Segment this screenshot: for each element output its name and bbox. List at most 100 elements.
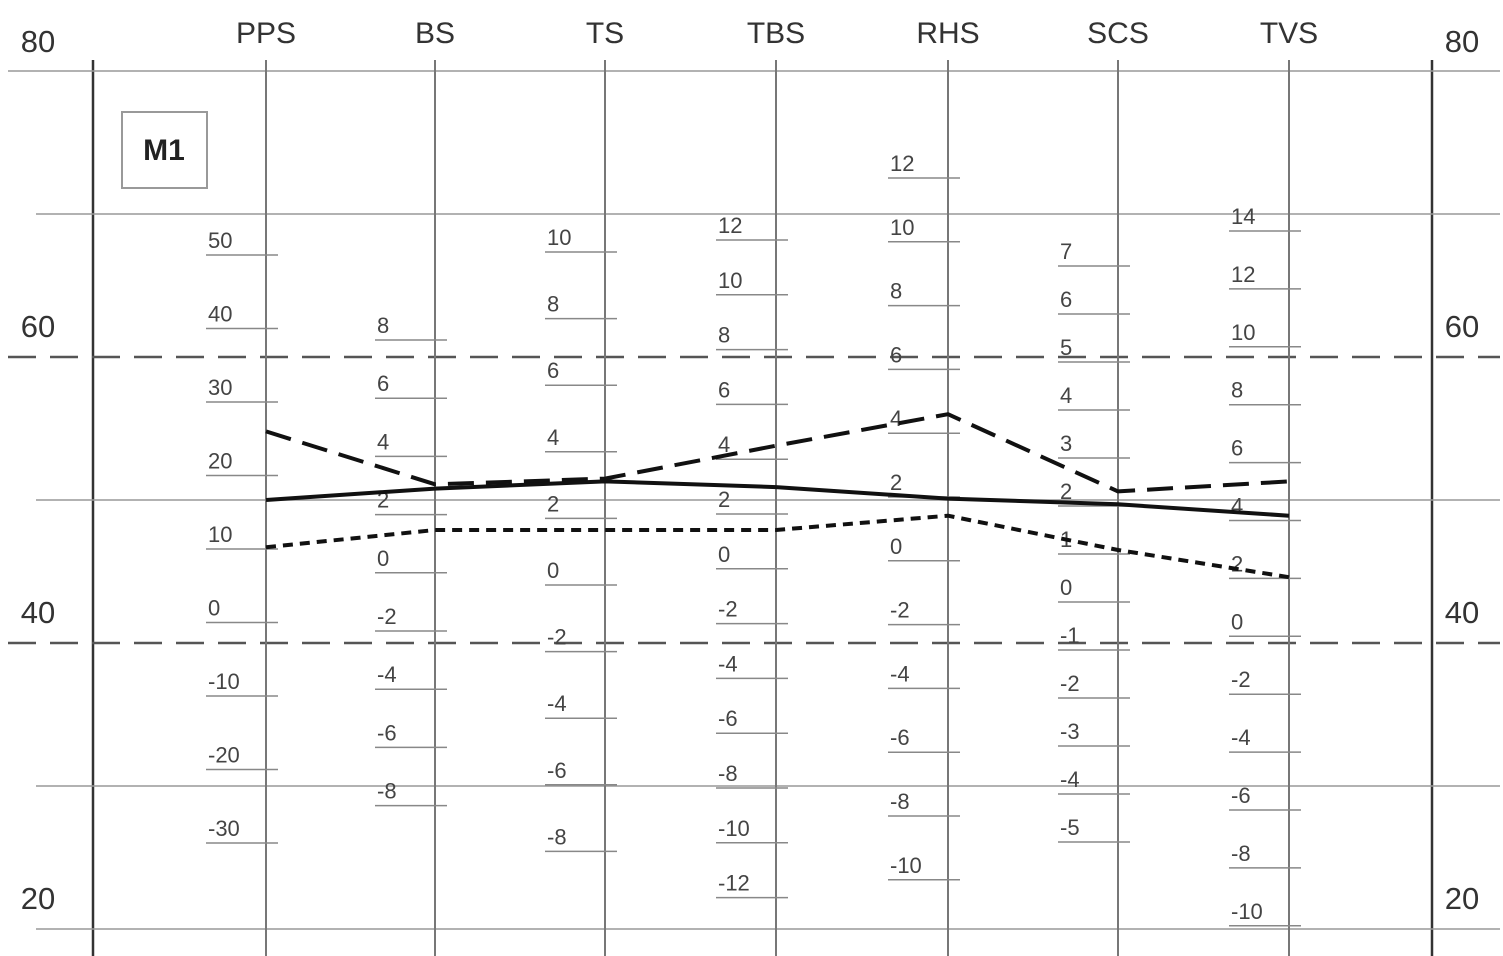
t-label-right-80: 80 bbox=[1445, 24, 1479, 59]
tick-label-pps: 20 bbox=[208, 449, 232, 474]
tick-label-rhs: 2 bbox=[890, 470, 902, 495]
tick-label-scs: 3 bbox=[1060, 431, 1072, 456]
tick-label-pps: 40 bbox=[208, 302, 232, 327]
tick-label-rhs: -4 bbox=[890, 661, 910, 686]
tick-label-bs: 8 bbox=[377, 313, 389, 338]
tick-label-rhs: 10 bbox=[890, 215, 914, 240]
tick-label-tvs: 12 bbox=[1231, 262, 1255, 287]
tick-label-rhs: -10 bbox=[890, 853, 922, 878]
tick-label-rhs: 12 bbox=[890, 151, 914, 176]
series-lines bbox=[265, 412, 1290, 580]
tick-label-rhs: -6 bbox=[890, 725, 910, 750]
tick-label-pps: -10 bbox=[208, 669, 240, 694]
tick-label-tbs: 4 bbox=[718, 432, 730, 457]
tick-label-ts: -4 bbox=[547, 691, 567, 716]
tick-label-bs: -4 bbox=[377, 662, 397, 687]
t-label-left-80: 80 bbox=[21, 24, 55, 59]
tick-label-ts: -6 bbox=[547, 758, 567, 783]
axis-rhs: RHS 12 10 8 6 4 2 0 -2 -4 -6 -8 -10 bbox=[888, 17, 980, 956]
tick-label-rhs: -2 bbox=[890, 598, 910, 623]
tick-label-scs: -2 bbox=[1060, 671, 1080, 696]
tick-label-bs: -2 bbox=[377, 604, 397, 629]
tick-label-tvs: 0 bbox=[1231, 609, 1243, 634]
tick-label-scs: -1 bbox=[1060, 623, 1080, 648]
tick-label-tvs: 4 bbox=[1231, 494, 1243, 519]
axis-title-pps: PPS bbox=[236, 17, 296, 50]
tick-label-ts: 6 bbox=[547, 358, 559, 383]
t-label-right-20: 20 bbox=[1445, 881, 1479, 916]
tick-label-ts: -8 bbox=[547, 824, 567, 849]
tick-label-tvs: 10 bbox=[1231, 320, 1255, 345]
tick-label-pps: 30 bbox=[208, 375, 232, 400]
t-label-right-60: 60 bbox=[1445, 309, 1479, 344]
tick-label-scs: 0 bbox=[1060, 575, 1072, 600]
tick-label-tvs: 14 bbox=[1231, 204, 1255, 229]
tick-label-pps: 10 bbox=[208, 522, 232, 547]
tick-label-tbs: 8 bbox=[718, 323, 730, 348]
tick-label-tvs: -8 bbox=[1231, 841, 1251, 866]
tick-label-tbs: -6 bbox=[718, 706, 738, 731]
tick-label-tbs: 10 bbox=[718, 268, 742, 293]
tick-label-tbs: 12 bbox=[718, 213, 742, 238]
tick-label-scs: -3 bbox=[1060, 719, 1080, 744]
series-line-solid bbox=[265, 479, 1290, 518]
tick-label-pps: 50 bbox=[208, 228, 232, 253]
panel-label-box bbox=[121, 111, 208, 189]
panel-label: M1 bbox=[143, 134, 185, 167]
axis-title-scs: SCS bbox=[1087, 17, 1149, 50]
tick-label-tvs: -6 bbox=[1231, 783, 1251, 808]
t-label-left-60: 60 bbox=[21, 309, 55, 344]
tick-label-ts: -2 bbox=[547, 625, 567, 650]
t-label-right-40: 40 bbox=[1445, 595, 1479, 630]
tick-label-tvs: 6 bbox=[1231, 436, 1243, 461]
axis-title-bs: BS bbox=[415, 17, 455, 50]
axis-pps: PPS 50 40 30 20 10 0 -10 -20 -30 bbox=[206, 17, 296, 956]
tick-label-rhs: 6 bbox=[890, 342, 902, 367]
series-line-dotted bbox=[265, 513, 1290, 580]
tick-label-rhs: 8 bbox=[890, 279, 902, 304]
tick-label-rhs: -8 bbox=[890, 789, 910, 814]
axis-tvs: TVS 14 12 10 8 6 4 2 0 -2 -4 -6 -8 -10 bbox=[1229, 17, 1318, 956]
tick-label-scs: -5 bbox=[1060, 815, 1080, 840]
axis-title-tvs: TVS bbox=[1260, 17, 1318, 50]
tick-label-tbs: 6 bbox=[718, 377, 730, 402]
tick-label-pps: -30 bbox=[208, 816, 240, 841]
tick-label-bs: 4 bbox=[377, 429, 389, 454]
axis-title-tbs: TBS bbox=[747, 17, 805, 50]
tick-label-tvs: -2 bbox=[1231, 667, 1251, 692]
tick-label-bs: 0 bbox=[377, 546, 389, 571]
tick-label-scs: 5 bbox=[1060, 335, 1072, 360]
tick-label-rhs: 0 bbox=[890, 534, 902, 559]
t-label-left-20: 20 bbox=[21, 881, 55, 916]
axis-tbs: TBS 12 10 8 6 4 2 0 -2 -4 -6 -8 -10 -12 bbox=[716, 17, 805, 956]
axis-title-ts: TS bbox=[586, 17, 624, 50]
axis-ts: TS 10 8 6 4 2 0 -2 -4 -6 -8 bbox=[545, 17, 624, 956]
tick-label-tbs: -10 bbox=[718, 816, 750, 841]
tick-label-ts: 8 bbox=[547, 292, 559, 317]
tick-label-scs: 6 bbox=[1060, 287, 1072, 312]
scale-axes: PPS50403020100-10-20-30BS86420-2-4-6-8TS… bbox=[206, 17, 1318, 956]
tick-label-ts: 0 bbox=[547, 558, 559, 583]
tick-label-scs: 7 bbox=[1060, 239, 1072, 264]
tick-label-tbs: -4 bbox=[718, 651, 738, 676]
tick-label-ts: 4 bbox=[547, 425, 559, 450]
tick-label-ts: 2 bbox=[547, 491, 559, 516]
t-label-left-40: 40 bbox=[21, 595, 55, 630]
tick-label-tvs: 2 bbox=[1231, 551, 1243, 576]
tick-label-ts: 10 bbox=[547, 225, 571, 250]
series-line-dashed bbox=[265, 412, 1290, 494]
tick-label-scs: -4 bbox=[1060, 767, 1080, 792]
tick-label-tvs: -4 bbox=[1231, 725, 1251, 750]
tick-label-pps: 0 bbox=[208, 596, 220, 621]
tick-label-scs: 2 bbox=[1060, 479, 1072, 504]
tick-label-bs: 6 bbox=[377, 371, 389, 396]
tick-label-tvs: 8 bbox=[1231, 378, 1243, 403]
tick-label-rhs: 4 bbox=[890, 406, 902, 431]
tick-label-scs: 4 bbox=[1060, 383, 1072, 408]
tick-label-tbs: -8 bbox=[718, 761, 738, 786]
tick-label-tvs: -10 bbox=[1231, 899, 1263, 924]
